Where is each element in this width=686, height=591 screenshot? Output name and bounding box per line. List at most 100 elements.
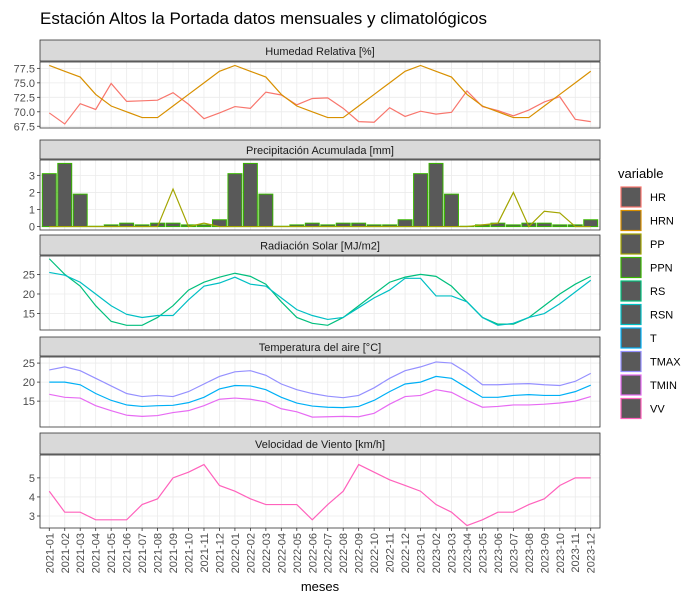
legend-label: HRN [650, 216, 674, 228]
bar [552, 224, 568, 228]
panel-background [40, 256, 600, 330]
x-tick-label: 2021-04 [91, 533, 103, 573]
line [49, 375, 591, 409]
bar [444, 193, 459, 228]
x-tick-label: 2023-01 [416, 533, 428, 573]
y-tick-label: 15 [23, 396, 35, 408]
panel-background [40, 455, 600, 528]
legend-key [620, 280, 642, 302]
x-tick-label: 2021-03 [75, 533, 87, 573]
strip-title: Humedad Relativa [%] [265, 46, 374, 58]
panel-background [40, 62, 600, 128]
y-tick-label: 3 [29, 511, 35, 523]
line [48, 463, 591, 527]
strip-title: Precipitación Acumulada [mm] [246, 145, 394, 157]
legend-label: PPN [650, 263, 673, 275]
line [48, 82, 591, 125]
x-tick-label: 2023-07 [508, 533, 520, 573]
line [49, 271, 592, 326]
x-tick-label: 2021-01 [44, 533, 56, 573]
legend-label: RS [650, 286, 665, 298]
y-tick-label: 2 [29, 187, 35, 199]
y-tick-label: 67.5 [14, 121, 35, 133]
x-tick-label: 2023-10 [555, 533, 567, 573]
y-tick-label: 4 [29, 492, 35, 504]
strip [39, 234, 601, 256]
legend-label: PP [650, 239, 665, 251]
x-tick-label: 2022-05 [292, 533, 304, 573]
strip [39, 139, 601, 160]
x-tick-label: 2022-03 [261, 533, 273, 573]
bar [72, 193, 88, 228]
panel-border [39, 255, 601, 331]
y-tick-label: 5 [29, 473, 35, 485]
legend-key [620, 233, 642, 255]
y-tick-label: 3 [29, 170, 35, 182]
strip-title: Velocidad de Viento [km/h] [255, 439, 385, 451]
bar [242, 162, 258, 228]
line [49, 64, 592, 119]
y-tick-label: 70.0 [14, 107, 35, 119]
x-tick-label: 2022-09 [354, 533, 366, 573]
bar [583, 219, 599, 228]
bar [428, 162, 444, 228]
line [48, 258, 591, 326]
bar [165, 222, 181, 228]
legend-key [620, 327, 642, 349]
x-tick-label: 2023-06 [493, 533, 505, 573]
x-tick-label: 2022-08 [338, 533, 350, 573]
x-tick-label: 2021-05 [106, 533, 118, 573]
x-tick-label: 2022-12 [400, 533, 412, 573]
y-tick-label: 20 [23, 289, 35, 301]
bar [258, 193, 274, 228]
y-tick-label: 15 [23, 309, 35, 321]
legend-label: HR [650, 192, 666, 204]
x-tick-label: 2023-11 [570, 533, 582, 573]
strip [39, 336, 601, 357]
legend-title: variable [618, 166, 664, 181]
panel-border [39, 356, 601, 428]
strip [39, 432, 601, 455]
y-tick-label: 1 [29, 205, 35, 217]
x-tick-label: 2021-12 [214, 533, 226, 573]
x-tick-label: 2022-07 [323, 533, 335, 573]
x-tick-label: 2022-04 [276, 533, 288, 573]
legend-label: TMAX [650, 357, 681, 369]
panel-border [39, 61, 601, 129]
bar [505, 224, 521, 228]
panel-background [40, 160, 600, 230]
panel-border [39, 454, 601, 529]
x-tick-label: 2022-01 [230, 533, 242, 573]
x-tick-label: 2021-07 [137, 533, 149, 573]
y-tick-label: 25 [23, 269, 35, 281]
legend-label: RSN [650, 310, 673, 322]
bar [227, 173, 243, 228]
strip-title: Radiación Solar [MJ/m2] [260, 241, 380, 253]
y-tick-label: 77.5 [14, 63, 35, 75]
x-tick-label: 2023-05 [477, 533, 489, 573]
x-tick-label: 2021-10 [184, 533, 196, 573]
bar [397, 219, 413, 228]
x-tick-label: 2022-02 [245, 533, 257, 573]
x-tick-label: 2022-11 [385, 533, 397, 573]
x-tick-label: 2021-02 [60, 533, 72, 573]
x-tick-label: 2022-06 [307, 533, 319, 573]
legend-key [620, 256, 642, 279]
x-tick-label: 2021-09 [168, 533, 180, 573]
line [49, 187, 591, 228]
x-tick-label: 2021-08 [153, 533, 165, 573]
legend-label: T [650, 333, 657, 345]
legend-key [620, 374, 642, 396]
panel-border [39, 159, 601, 231]
strip-title: Temperatura del aire [°C] [259, 342, 381, 354]
x-tick-label: 2023-04 [462, 533, 474, 573]
y-tick-label: 0 [29, 222, 35, 234]
strip [39, 39, 601, 62]
legend-label: VV [650, 404, 665, 416]
legend-key [620, 303, 642, 326]
legend-key [620, 186, 642, 208]
y-tick-label: 75.0 [14, 78, 35, 90]
bar [536, 222, 552, 228]
